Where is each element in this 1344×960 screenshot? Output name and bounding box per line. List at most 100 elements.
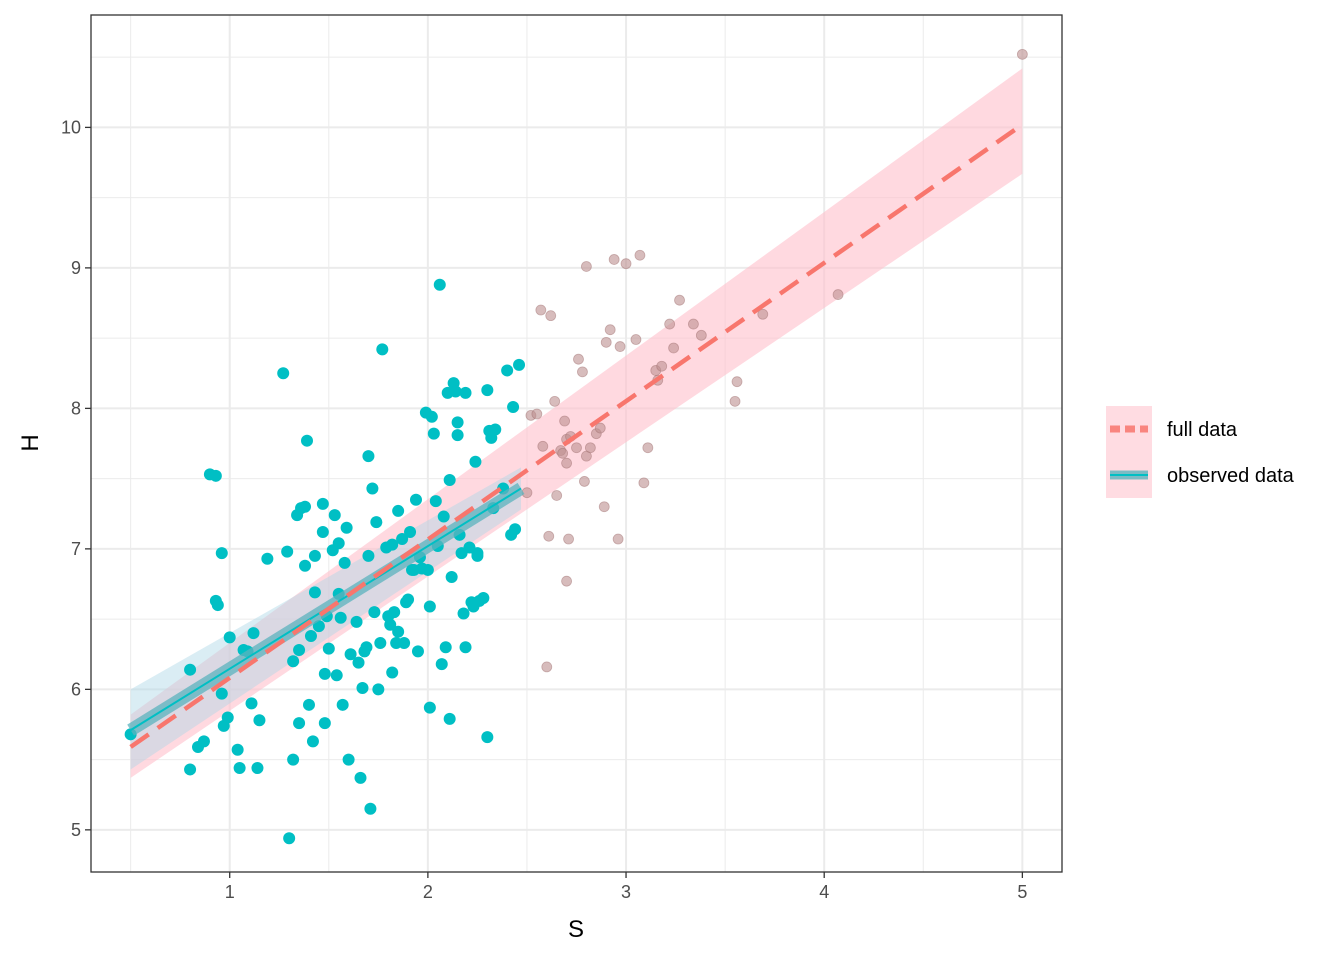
y-tick-label: 9 [71,258,81,278]
data-point-observed [328,509,341,522]
data-point-observed [364,802,377,815]
data-point-observed [287,753,300,766]
data-point-observed [423,701,436,714]
data-point-observed [457,607,470,620]
data-point-missing [731,376,743,388]
data-point-observed [332,537,345,550]
data-point-observed [209,469,222,482]
data-point-observed [421,563,434,576]
data-point-observed [334,611,347,624]
data-point-observed [386,538,399,551]
data-point-observed [253,714,266,727]
data-point-observed [251,762,264,775]
data-point-observed [336,698,349,711]
data-point-observed [184,663,197,676]
data-point-observed [352,656,365,669]
data-point-observed [427,427,440,440]
confidence-band-full [130,68,1023,778]
data-point-missing [563,533,574,545]
data-point-missing [600,336,612,348]
data-point-observed [287,655,300,668]
data-point-observed [388,606,401,619]
data-point-missing [594,422,606,434]
legend-label-observed-data: observed data [1167,465,1295,487]
data-point-missing [549,395,561,407]
data-point-observed [247,627,260,640]
data-point-missing [559,415,571,427]
data-point-missing [832,289,844,300]
data-point-observed [451,429,464,442]
data-point-observed [471,547,484,560]
x-axis-ticks: 1 2 3 4 5 [225,872,1027,902]
data-point-observed [477,592,490,605]
data-point-missing [557,447,569,459]
data-point-observed [223,631,236,644]
data-point-observed [304,629,317,642]
data-point-observed [293,717,306,730]
data-point-missing [577,366,588,378]
data-point-observed [362,450,375,463]
data-point-missing [674,294,685,306]
data-point-missing [543,530,555,542]
data-point-observed [459,641,472,654]
data-point-observed [429,495,442,508]
data-point-observed [318,667,331,680]
legend-label-full-data: full data [1167,419,1238,441]
data-point-missing [638,477,650,489]
data-point-observed [302,698,315,711]
data-point-observed [215,687,228,700]
data-point-observed [340,521,353,534]
data-point-missing [729,395,741,407]
data-point-observed [392,504,405,517]
data-point-observed [509,523,522,536]
data-point-observed [277,367,290,380]
data-point-missing [537,440,549,452]
data-point-missing [656,360,668,372]
data-point-observed [322,642,335,655]
data-point-missing [664,318,676,330]
data-point-observed [370,516,383,529]
data-point-observed [362,549,375,562]
data-point-missing [573,353,584,365]
data-point-observed [197,735,210,748]
data-point-observed [443,474,456,487]
data-point-missing [612,533,624,545]
data-point-observed [299,500,312,513]
data-point-observed [233,762,246,775]
data-point-observed [445,570,458,583]
y-tick-label: 8 [71,398,81,418]
data-point-observed [384,618,397,631]
data-point-observed [404,526,417,539]
data-point-missing [630,334,642,345]
data-point-missing [614,341,626,352]
y-axis-ticks: 5 6 7 8 9 10 [61,117,91,840]
data-point-missing [608,254,620,265]
data-point-observed [231,743,244,756]
data-point-observed [354,771,367,784]
data-point-observed [316,526,329,539]
data-point-observed [398,636,411,649]
data-point-missing [541,661,553,673]
plot-border [90,14,1063,873]
x-tick-label: 4 [819,882,829,902]
data-point-observed [433,278,446,291]
data-point-observed [344,648,357,661]
data-point-observed [215,547,228,560]
data-point-missing [551,490,563,501]
data-point-observed [299,559,312,572]
data-point-observed [350,615,363,628]
data-point-observed [376,343,389,356]
data-point-observed [507,400,520,413]
data-point-observed [513,358,526,371]
x-tick-label: 2 [423,882,433,902]
data-point-observed [316,497,329,510]
data-point-observed [439,641,452,654]
data-point-missing [561,457,572,469]
y-tick-label: 5 [71,820,81,840]
data-point-observed [308,549,321,562]
data-point-missing [757,308,769,320]
x-tick-label: 1 [225,882,235,902]
data-point-missing [581,261,592,272]
data-point-observed [308,586,321,599]
